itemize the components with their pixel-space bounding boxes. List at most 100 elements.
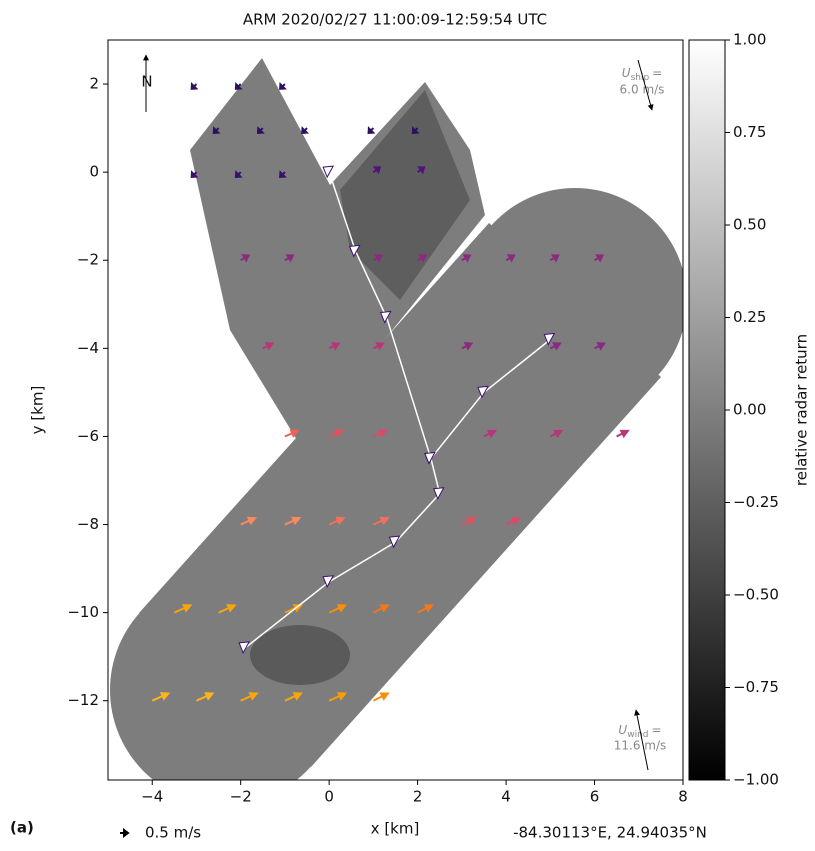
quiver-arrow: [328, 692, 348, 702]
quiver-arrow: [120, 828, 130, 838]
quiver-arrow: [284, 692, 303, 702]
quiver-arrow: [417, 254, 428, 263]
front-marker: [322, 575, 335, 588]
colorbar-tick-label: −1.00: [733, 771, 779, 789]
radar-swath: [110, 58, 683, 780]
quiver-arrow: [256, 126, 265, 134]
x-tick-label: 6: [590, 788, 600, 806]
quiver-arrow: [328, 429, 345, 438]
quiver-arrow: [549, 254, 560, 263]
quiver-arrow: [372, 516, 390, 526]
quiver-arrow: [594, 342, 606, 351]
front-marker: [388, 535, 401, 549]
quiver-arrow: [262, 342, 275, 351]
colorbar-tick-label: 0.50: [733, 216, 766, 234]
location: -84.30113°E, 24.94035°N: [513, 824, 707, 842]
wind-label: Uwind =: [618, 723, 661, 740]
colorbar-tick-label: 0.00: [733, 401, 766, 419]
ship-speed: 6.0 m/s: [620, 83, 665, 97]
y-tick-label: −12: [67, 691, 99, 709]
wind-speed: 11.6 m/s: [614, 739, 667, 753]
quiver-arrow: [594, 254, 605, 263]
quiver-arrow: [411, 126, 420, 134]
x-tick-label: 8: [678, 788, 688, 806]
quiver-arrow: [549, 429, 564, 439]
colorbar-tick-label: −0.75: [733, 678, 779, 696]
y-tick-label: 0: [89, 163, 99, 181]
front-marker: [238, 641, 251, 655]
quiver-arrow: [372, 166, 382, 175]
quiver-arrow: [218, 604, 237, 614]
quiver-arrow: [461, 254, 472, 263]
front-marker: [424, 451, 436, 465]
colorbar-tick-label: −0.25: [733, 493, 779, 511]
front-marker: [477, 385, 489, 399]
front-line: [244, 171, 441, 649]
quiver-arrow: [196, 692, 215, 702]
quiver-arrow: [505, 254, 516, 263]
chart-title: ARM 2020/02/27 11:00:09-12:59:54 UTC: [243, 11, 547, 29]
quiver-arrow: [328, 604, 348, 614]
panel-label: (a): [10, 819, 34, 837]
quiver-arrow: [372, 604, 390, 614]
y-axis-label: y [km]: [29, 386, 47, 435]
x-tick-label: 2: [413, 788, 423, 806]
quiver-arrow: [240, 692, 259, 702]
quiver-arrow: [234, 170, 243, 179]
quiver-arrow: [173, 604, 193, 614]
quiver-arrow: [372, 429, 389, 438]
y-tick-label: −4: [77, 339, 99, 357]
quiver-arrow: [417, 166, 426, 175]
quiver-arrow: [284, 254, 295, 263]
y-tick-label: −8: [77, 515, 99, 533]
colorbar-label: relative radar return: [793, 334, 811, 486]
wind-symbol: U: [618, 723, 627, 737]
quiver-arrow: [234, 82, 243, 90]
quiver-arrow: [461, 517, 477, 526]
swath-shade: [250, 625, 350, 685]
front-marker: [543, 332, 556, 346]
x-tick-label: −2: [230, 788, 252, 806]
north-label: N: [141, 73, 152, 91]
ship-equals: =: [652, 66, 662, 80]
ship-subscript: ship: [631, 73, 650, 83]
quiver-arrow: [301, 126, 310, 134]
colorbar-tick-label: 0.75: [733, 123, 766, 141]
quiver-arrow: [328, 516, 346, 526]
plot: [151, 82, 630, 702]
key-label: 0.5 m/s: [145, 824, 201, 842]
swath-shade: [340, 90, 470, 300]
y-tick-label: −2: [77, 251, 99, 269]
quiver-arrow: [616, 429, 630, 439]
colorbar: [688, 39, 726, 781]
ship-label: Uship =: [622, 66, 662, 83]
quiver-arrow: [284, 429, 300, 438]
quiver-arrow: [328, 342, 341, 351]
front-marker: [348, 244, 361, 258]
front-marker: [379, 310, 392, 324]
quiver-arrow: [372, 692, 390, 702]
quiver-arrow: [461, 342, 474, 351]
front-marker: [322, 165, 335, 179]
x-tick-label: −4: [141, 788, 163, 806]
quiver-arrow: [212, 126, 221, 134]
quiver-arrow: [372, 342, 385, 351]
quiver-arrow: [240, 516, 258, 526]
wind-arrow: [634, 709, 649, 771]
quiver-arrow: [417, 604, 435, 614]
swath-disc: [110, 575, 340, 780]
y-tick-label: −6: [77, 427, 99, 445]
plot-frame: [107, 39, 684, 781]
wind-equals: =: [652, 723, 662, 737]
front-marker: [433, 487, 445, 500]
quiver-arrow: [505, 517, 521, 526]
ship-symbol: U: [622, 66, 631, 80]
y-tick-label: −10: [67, 603, 99, 621]
quiver-arrow: [483, 429, 498, 439]
quiver-arrow: [190, 82, 199, 90]
colorbar-tick-label: 0.25: [733, 308, 766, 326]
quiver-arrow: [279, 170, 287, 179]
x-tick-label: 0: [324, 788, 334, 806]
quiver-arrow: [190, 170, 199, 179]
